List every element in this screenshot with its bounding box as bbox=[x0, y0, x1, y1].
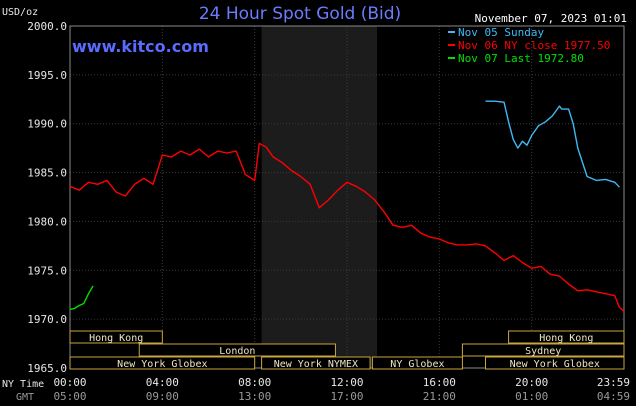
legend-entry: Nov 06 NY close 1977.50 bbox=[458, 39, 610, 52]
grid-lines bbox=[70, 26, 624, 368]
session-label: NY Globex bbox=[390, 359, 444, 370]
session-box bbox=[508, 330, 625, 344]
y-tick-label: 1970.0 bbox=[27, 313, 67, 326]
price-series bbox=[69, 100, 625, 312]
y-tick-label: 1985.0 bbox=[27, 167, 67, 180]
session-box bbox=[371, 356, 463, 370]
x-tick-label-gmt: 04:59 bbox=[597, 390, 630, 403]
session-label: Hong Kong bbox=[539, 333, 593, 344]
series-line bbox=[69, 285, 94, 311]
legend-entry: Nov 05 Sunday bbox=[458, 26, 544, 39]
y-tick-label: 1995.0 bbox=[27, 69, 67, 82]
x-tick-label-ny: 08:00 bbox=[238, 376, 271, 389]
session-box bbox=[261, 356, 371, 370]
x-tick-label-gmt: 01:00 bbox=[515, 390, 548, 403]
x-tick-label-gmt: 05:00 bbox=[53, 390, 86, 403]
trading-sessions: Hong Kong Hong Kong London Sydney New York G… bbox=[69, 330, 625, 370]
y-tick-label: 1975.0 bbox=[27, 264, 67, 277]
y-tick-label: 1990.0 bbox=[27, 118, 67, 131]
x-tick-label-ny: 16:00 bbox=[423, 376, 456, 389]
nymex-session-shade bbox=[261, 26, 378, 368]
session-box bbox=[69, 356, 256, 370]
series-line bbox=[485, 100, 620, 188]
session-label: New York Globex bbox=[117, 359, 207, 370]
watermark-url: www.kitco.com bbox=[72, 37, 209, 56]
session-box bbox=[138, 343, 336, 357]
unit-label: USD/oz bbox=[2, 7, 38, 18]
x-tick-label-ny: 20:00 bbox=[515, 376, 548, 389]
series-line bbox=[69, 142, 625, 312]
x-tick-label-ny: 23:59 bbox=[597, 376, 630, 389]
chart-title: 24 Hour Spot Gold (Bid) bbox=[199, 4, 401, 24]
x-tick-label-gmt: 09:00 bbox=[146, 390, 179, 403]
x-tick-label-ny: 00:00 bbox=[53, 376, 86, 389]
session-box bbox=[461, 343, 625, 357]
y-tick-label: 1965.0 bbox=[27, 362, 67, 375]
y-tick-label: 1980.0 bbox=[27, 215, 67, 228]
x-tick-label-gmt: 21:00 bbox=[423, 390, 456, 403]
x-axis-label-gmt: GMT bbox=[16, 392, 34, 403]
session-box bbox=[69, 330, 163, 344]
y-axis-tick-labels: 2000.0 1995.0 1990.0 1985.0 1980.0 1975.0 1970… bbox=[27, 20, 67, 375]
session-label: Sydney bbox=[525, 346, 561, 357]
session-label: London bbox=[219, 346, 255, 357]
session-label: New York Globex bbox=[510, 359, 600, 370]
datetime-label: November 07, 2023 01:01 bbox=[475, 12, 627, 25]
x-axis-label-ny: NY Time bbox=[2, 379, 44, 390]
y-tick-label: 2000.0 bbox=[27, 20, 67, 33]
session-label: Hong Kong bbox=[89, 333, 143, 344]
x-tick-label-ny: 12:00 bbox=[330, 376, 363, 389]
x-tick-label-gmt: 13:00 bbox=[238, 390, 271, 403]
x-tick-label-gmt: 17:00 bbox=[330, 390, 363, 403]
x-tick-label-ny: 04:00 bbox=[146, 376, 179, 389]
session-label: New York NYMEX bbox=[274, 359, 358, 370]
session-box bbox=[485, 356, 625, 370]
legend-entry: Nov 07 Last 1972.80 bbox=[458, 52, 584, 65]
